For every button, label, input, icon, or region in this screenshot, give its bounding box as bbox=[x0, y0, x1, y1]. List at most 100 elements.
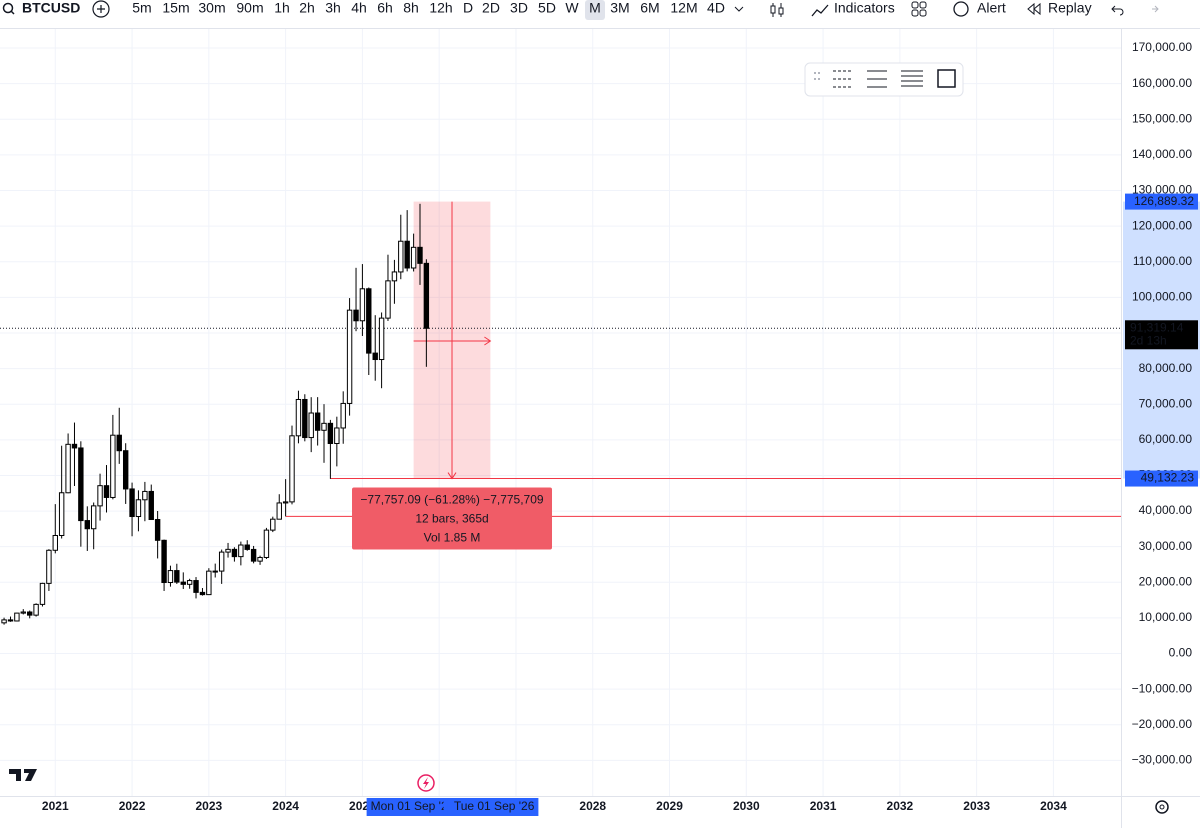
y-tick-label: 160,000.00 bbox=[1132, 76, 1192, 90]
interval[interactable]: 3h bbox=[325, 0, 341, 16]
price-line-label-bg bbox=[1125, 470, 1198, 487]
candle-body bbox=[372, 352, 378, 361]
interval[interactable]: 5m bbox=[132, 0, 151, 16]
symbol[interactable]: BTCUSD bbox=[22, 0, 80, 16]
interval-dropdown[interactable] bbox=[734, 6, 744, 12]
toolbar-button[interactable]: Indicators bbox=[834, 0, 895, 16]
tool-icon[interactable] bbox=[901, 70, 923, 87]
tool-icon[interactable] bbox=[937, 69, 956, 88]
candle-body bbox=[167, 570, 174, 584]
add-symbol[interactable] bbox=[92, 0, 110, 18]
candle-body bbox=[58, 492, 65, 537]
candle-body bbox=[238, 544, 244, 558]
tool-icon[interactable] bbox=[867, 70, 887, 88]
x-tick-label: 2021 bbox=[42, 799, 69, 813]
toolbar-button[interactable]: Replay bbox=[1048, 0, 1092, 16]
tool-icon[interactable] bbox=[833, 70, 853, 88]
candle-body bbox=[314, 412, 321, 431]
redo[interactable] bbox=[1152, 5, 1159, 13]
candle-body bbox=[321, 422, 327, 431]
candle-body bbox=[206, 570, 212, 596]
y-tick-label: 100,000.00 bbox=[1132, 290, 1192, 304]
indicators-icon bbox=[811, 4, 829, 17]
candle-body bbox=[52, 535, 58, 551]
x-tick-label: 2028 bbox=[579, 799, 606, 813]
candle-body bbox=[302, 398, 308, 439]
interval[interactable]: 6M bbox=[640, 0, 659, 16]
event-icon-bolt bbox=[423, 777, 429, 789]
interval[interactable]: 15m bbox=[162, 0, 189, 16]
x-tick-label: 2032 bbox=[887, 799, 914, 813]
y-tick-label: 170,000.00 bbox=[1132, 40, 1192, 54]
candle-body bbox=[78, 447, 84, 522]
interval[interactable]: 3D bbox=[510, 0, 528, 16]
tv-logo bbox=[9, 769, 37, 781]
candle-body bbox=[250, 548, 257, 562]
interval[interactable]: 90m bbox=[236, 0, 263, 16]
interval[interactable]: 4h bbox=[351, 0, 367, 16]
interval[interactable]: 8h bbox=[403, 0, 419, 16]
alert-icon bbox=[953, 1, 969, 17]
candle-body bbox=[129, 488, 135, 518]
x-tick-label: 2031 bbox=[810, 799, 837, 813]
interval[interactable]: 2D bbox=[482, 0, 500, 16]
interval[interactable]: 3M bbox=[610, 0, 629, 16]
templates-icon bbox=[911, 9, 919, 17]
candle-body bbox=[90, 505, 97, 530]
y-tick-label: 60,000.00 bbox=[1139, 432, 1193, 446]
undo[interactable] bbox=[1111, 5, 1124, 16]
interval[interactable]: M bbox=[589, 0, 601, 16]
candle-body bbox=[110, 434, 116, 498]
candle-body bbox=[346, 309, 353, 404]
search-icon[interactable] bbox=[2, 2, 14, 14]
plot-area: −30,000.00 −20,000.00 −10,000.00 0.00 10,000… bbox=[0, 29, 1200, 828]
y-tick-label: 30,000.00 bbox=[1139, 539, 1193, 553]
chart-type-icon bbox=[778, 7, 784, 15]
y-tick-label: 80,000.00 bbox=[1139, 361, 1193, 375]
candle-body bbox=[366, 288, 372, 354]
candle-body bbox=[385, 280, 391, 319]
replay-icon bbox=[1027, 2, 1041, 16]
templates-icon[interactable] bbox=[911, 1, 919, 9]
interval[interactable]: W bbox=[565, 0, 579, 16]
interval[interactable]: 12h bbox=[429, 0, 452, 16]
x-tick-label: 2022 bbox=[119, 799, 146, 813]
candle-body bbox=[174, 570, 180, 583]
candle-body bbox=[1, 619, 7, 624]
candle-body bbox=[7, 619, 14, 622]
candle-body bbox=[84, 520, 90, 530]
toolbar-button[interactable]: Alert bbox=[977, 0, 1006, 16]
measure-label: 12 bars, 365d bbox=[415, 512, 488, 526]
candle-body bbox=[154, 519, 161, 541]
candle-body bbox=[404, 240, 410, 269]
candle-body bbox=[289, 435, 295, 503]
interval[interactable]: 30m bbox=[198, 0, 225, 16]
templates-icon bbox=[919, 9, 927, 17]
candle-body bbox=[33, 603, 39, 616]
measure-top-label-bg bbox=[1125, 193, 1198, 210]
y-tick-label: −10,000.00 bbox=[1132, 681, 1193, 695]
interval[interactable]: D bbox=[463, 0, 473, 16]
interval[interactable]: 12M bbox=[670, 0, 697, 16]
candle-body bbox=[225, 548, 231, 553]
candle-body bbox=[27, 611, 33, 616]
candle-body bbox=[148, 490, 154, 521]
interval[interactable]: 1h bbox=[274, 0, 290, 16]
interval[interactable]: 4D bbox=[707, 0, 725, 16]
x-tick-label: 2033 bbox=[963, 799, 990, 813]
x-tick-label: 2024 bbox=[272, 799, 299, 813]
candle-body bbox=[97, 485, 103, 507]
measure-label-bg bbox=[352, 487, 553, 550]
interval[interactable]: 2h bbox=[299, 0, 315, 16]
candle-body bbox=[398, 240, 404, 273]
candle-body bbox=[391, 271, 398, 282]
candle-body bbox=[212, 570, 218, 573]
crosshair-x-label: Mon 01 Sep '2 bbox=[371, 799, 448, 813]
interval[interactable]: 5D bbox=[538, 0, 556, 16]
interval[interactable]: 6h bbox=[377, 0, 393, 16]
y-tick-label: 20,000.00 bbox=[1139, 574, 1193, 588]
measure-arrow-head bbox=[484, 336, 492, 346]
drag-handle[interactable] bbox=[814, 72, 820, 80]
settings-icon[interactable] bbox=[1155, 800, 1169, 814]
